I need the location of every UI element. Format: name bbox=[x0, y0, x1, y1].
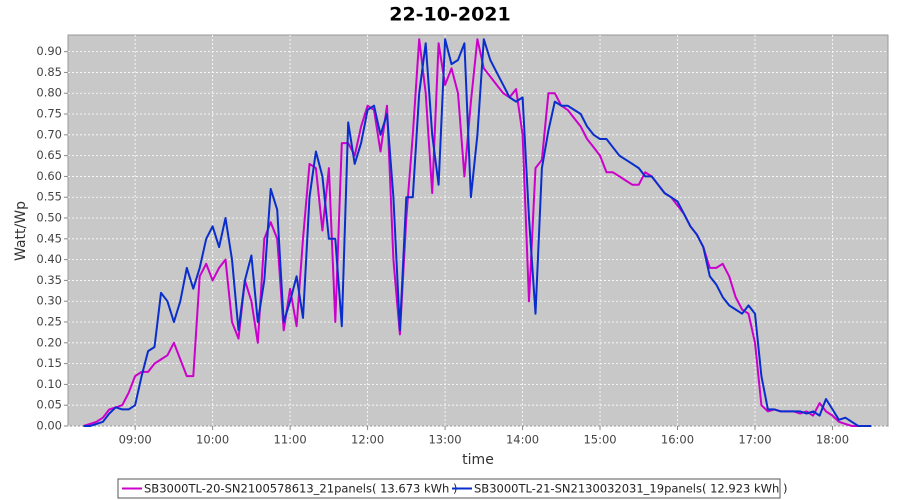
x-tick-label: 18:00 bbox=[816, 433, 849, 447]
x-tick-label: 16:00 bbox=[661, 433, 694, 447]
x-tick-label: 10:00 bbox=[196, 433, 229, 447]
y-tick-label: 0.35 bbox=[36, 273, 62, 287]
series-line bbox=[83, 38, 872, 427]
chart-title: 22-10-2021 bbox=[389, 4, 511, 26]
y-tick-label: 0.55 bbox=[36, 190, 62, 204]
y-tick-label: 0.15 bbox=[36, 356, 62, 370]
y-tick-label: 0.75 bbox=[36, 107, 62, 121]
y-tick-label: 0.00 bbox=[36, 419, 62, 433]
x-tick-label: 09:00 bbox=[119, 433, 152, 447]
y-tick-label: 0.10 bbox=[36, 377, 62, 391]
legend-label: SB3000TL-20-SN2100578613_21panels( 13.67… bbox=[144, 482, 457, 496]
y-tick-label: 0.40 bbox=[36, 252, 62, 266]
y-tick-label: 0.85 bbox=[36, 65, 62, 79]
x-tick-label: 17:00 bbox=[738, 433, 771, 447]
y-tick-label: 0.80 bbox=[36, 86, 62, 100]
y-tick-label: 0.50 bbox=[36, 211, 62, 225]
x-axis-label: time bbox=[462, 452, 494, 468]
y-tick-label: 0.60 bbox=[36, 169, 62, 183]
y-tick-label: 0.05 bbox=[36, 398, 62, 412]
y-tick-label: 0.45 bbox=[36, 231, 62, 245]
legend-label: SB3000TL-21-SN2130032031_19panels( 12.92… bbox=[474, 482, 787, 496]
y-axis-label: Watt/Wp bbox=[13, 201, 29, 261]
x-tick-label: 14:00 bbox=[506, 433, 539, 447]
y-tick-label: 0.30 bbox=[36, 294, 62, 308]
plot-area bbox=[67, 34, 889, 427]
y-tick-label: 0.25 bbox=[36, 315, 62, 329]
x-tick-label: 15:00 bbox=[583, 433, 616, 447]
x-tick-label: 11:00 bbox=[274, 433, 307, 447]
x-tick-label: 12:00 bbox=[351, 433, 384, 447]
legend bbox=[117, 478, 781, 499]
series-line bbox=[83, 38, 872, 427]
y-tick-label: 0.90 bbox=[36, 44, 62, 58]
x-tick-label: 13:00 bbox=[428, 433, 461, 447]
y-tick-label: 0.20 bbox=[36, 335, 62, 349]
y-tick-label: 0.65 bbox=[36, 148, 62, 162]
y-tick-label: 0.70 bbox=[36, 127, 62, 141]
